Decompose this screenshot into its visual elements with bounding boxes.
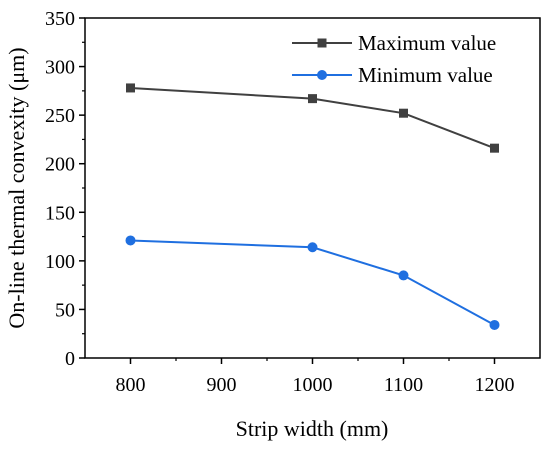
y-tick-label: 350 bbox=[45, 8, 75, 30]
x-axis: 800 900 1000 1100 1200 bbox=[116, 358, 515, 396]
x-tick-label: 900 bbox=[207, 374, 237, 396]
data-point bbox=[126, 83, 135, 93]
y-tick-label: 100 bbox=[45, 251, 75, 273]
series-line-0 bbox=[130, 86, 495, 150]
y-tick-label: 300 bbox=[45, 57, 75, 79]
data-point bbox=[489, 319, 500, 330]
y-tick-label: 200 bbox=[45, 154, 75, 176]
y-tick-label: 0 bbox=[65, 348, 75, 370]
x-tick-label: 800 bbox=[116, 374, 146, 396]
data-point bbox=[490, 143, 499, 153]
data-point bbox=[399, 108, 408, 118]
data-point bbox=[398, 270, 409, 281]
legend-label: Maximum value bbox=[358, 31, 496, 55]
series-layer bbox=[125, 83, 500, 330]
y-tick-label: 150 bbox=[45, 202, 75, 224]
x-tick-label: 1200 bbox=[475, 374, 515, 396]
data-point bbox=[125, 235, 136, 246]
legend: Maximum value Minimum value bbox=[292, 31, 496, 87]
legend-marker bbox=[317, 38, 327, 48]
y-axis-label: On-line thermal convexity (μm) bbox=[4, 47, 29, 328]
x-axis-label: Strip width (mm) bbox=[236, 416, 389, 441]
x-tick-label: 1100 bbox=[384, 374, 423, 396]
series-line-1 bbox=[130, 239, 495, 326]
y-axis: 0 50 100 150 200 250 300 350 bbox=[45, 8, 85, 370]
data-point bbox=[307, 242, 318, 253]
y-tick-label: 250 bbox=[45, 105, 75, 127]
legend-marker bbox=[317, 70, 327, 80]
y-tick-label: 50 bbox=[55, 299, 75, 321]
x-tick-label: 1000 bbox=[293, 374, 333, 396]
data-point bbox=[308, 94, 317, 104]
legend-label: Minimum value bbox=[358, 63, 493, 87]
